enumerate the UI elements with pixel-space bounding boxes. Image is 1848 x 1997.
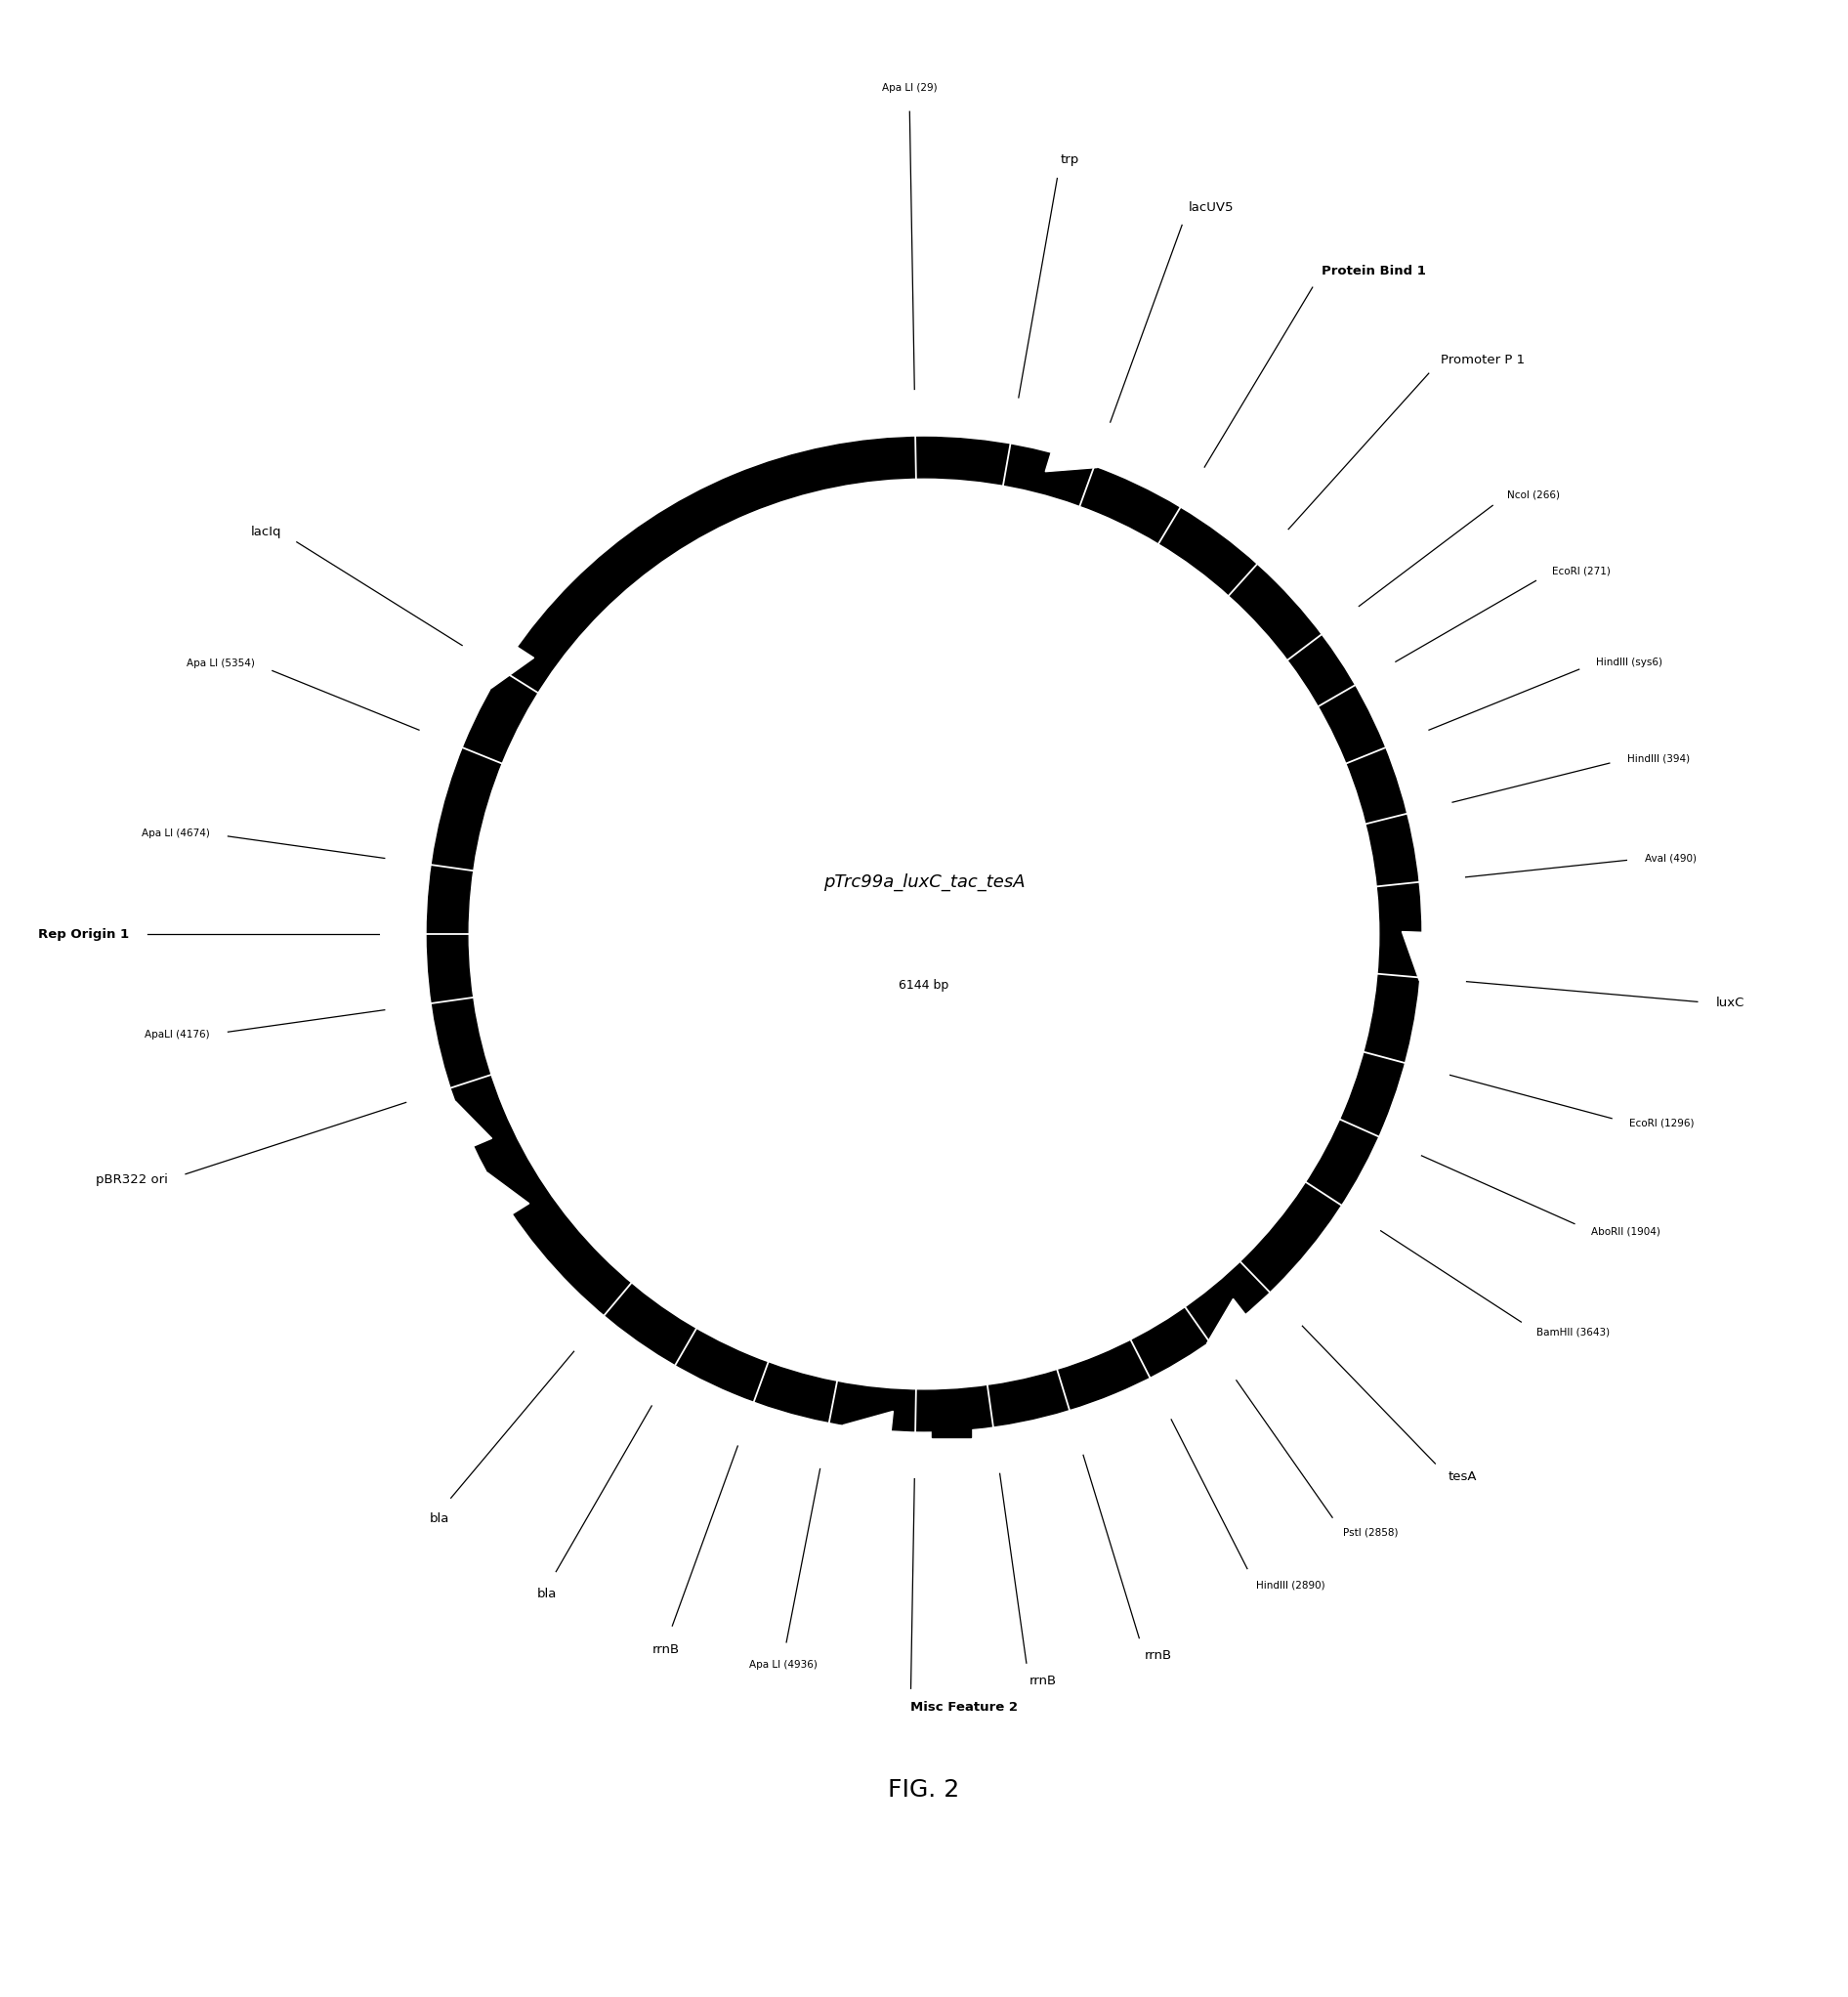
Text: lacUV5: lacUV5 <box>1188 202 1234 214</box>
Text: rrnB: rrnB <box>1144 1650 1172 1662</box>
Text: Apa LI (4674): Apa LI (4674) <box>142 829 211 839</box>
Text: BamHII (3643): BamHII (3643) <box>1536 1328 1610 1336</box>
Text: NcoI (266): NcoI (266) <box>1508 489 1560 499</box>
Text: luxC: luxC <box>1715 997 1745 1010</box>
Polygon shape <box>931 1404 970 1438</box>
Text: Rep Origin 1: Rep Origin 1 <box>39 929 129 941</box>
Polygon shape <box>492 637 534 689</box>
Text: pBR322 ori: pBR322 ori <box>96 1174 168 1186</box>
Polygon shape <box>1403 933 1440 981</box>
Text: rrnB: rrnB <box>652 1644 680 1656</box>
Text: HindIII (2890): HindIII (2890) <box>1255 1580 1325 1590</box>
Text: AvaI (490): AvaI (490) <box>1645 853 1696 863</box>
Text: Apa LI (29): Apa LI (29) <box>881 84 937 94</box>
Text: PstI (2858): PstI (2858) <box>1343 1528 1399 1538</box>
Polygon shape <box>455 1100 492 1154</box>
Text: Misc Feature 2: Misc Feature 2 <box>911 1701 1018 1713</box>
Text: EcoRI (271): EcoRI (271) <box>1552 567 1610 577</box>
Text: Promoter P 1: Promoter P 1 <box>1441 353 1525 365</box>
Polygon shape <box>1046 435 1098 471</box>
Polygon shape <box>1207 1298 1257 1344</box>
Text: Apa LI (5354): Apa LI (5354) <box>187 659 255 669</box>
Polygon shape <box>488 1172 529 1224</box>
Text: EcoRI (1296): EcoRI (1296) <box>1630 1118 1695 1128</box>
Text: AboRII (1904): AboRII (1904) <box>1591 1226 1661 1236</box>
Text: rrnB: rrnB <box>1029 1675 1057 1687</box>
Text: pTrc99a_luxC_tac_tesA: pTrc99a_luxC_tac_tesA <box>822 873 1026 891</box>
Text: lacIq: lacIq <box>249 525 281 539</box>
Text: bla: bla <box>429 1512 449 1526</box>
Text: Apa LI (4936): Apa LI (4936) <box>748 1660 817 1669</box>
Text: HindIII (sys6): HindIII (sys6) <box>1597 657 1663 667</box>
Text: ApaLI (4176): ApaLI (4176) <box>144 1030 211 1038</box>
Text: HindIII (394): HindIII (394) <box>1628 753 1691 763</box>
Text: bla: bla <box>538 1588 556 1600</box>
Text: FIG. 2: FIG. 2 <box>889 1777 959 1801</box>
Text: tesA: tesA <box>1449 1470 1477 1484</box>
Polygon shape <box>843 1412 893 1450</box>
Text: Protein Bind 1: Protein Bind 1 <box>1321 266 1427 278</box>
Text: 6144 bp: 6144 bp <box>898 979 950 993</box>
Text: trp: trp <box>1061 154 1079 166</box>
